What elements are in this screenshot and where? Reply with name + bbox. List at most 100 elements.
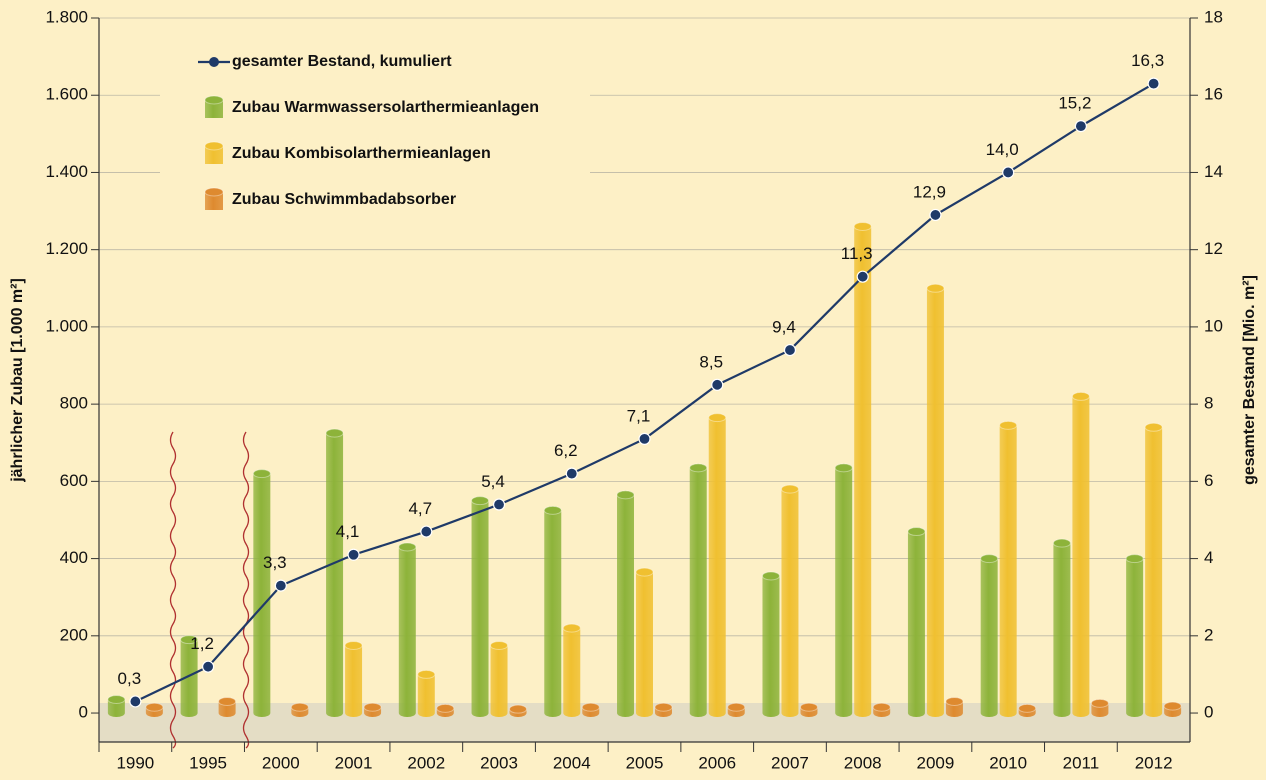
bar-top: [107, 695, 126, 705]
line-point: [1074, 120, 1088, 133]
bar: [1053, 539, 1071, 718]
y2-tick-label: 8: [1204, 394, 1213, 413]
y-tick-label: 1.000: [45, 316, 88, 335]
x-tick-label: 2007: [771, 753, 809, 772]
legend-swatch: [205, 100, 223, 118]
bar-top: [999, 420, 1018, 430]
legend-swatch: [205, 146, 223, 164]
bar: [926, 284, 944, 718]
bar-top: [417, 669, 436, 679]
bar: [636, 568, 653, 718]
bar: [563, 624, 581, 718]
y-tick-label: 0: [79, 703, 88, 722]
y2-tick-label: 16: [1204, 85, 1223, 104]
y2-tick-label: 12: [1204, 239, 1223, 258]
line-point: [420, 525, 433, 538]
bar: [689, 463, 707, 718]
y2-tick-label: 10: [1204, 316, 1223, 335]
line-point: [274, 579, 287, 592]
legend-marker: [209, 57, 219, 67]
bar: [471, 496, 489, 718]
bar-top: [689, 463, 708, 473]
bar-top: [252, 469, 271, 479]
legend-label: gesamter Bestand, kumuliert: [232, 53, 452, 70]
data-label: 16,3: [1131, 51, 1164, 70]
bar-top: [799, 702, 818, 712]
bar-top: [780, 484, 799, 494]
x-tick-label: 2004: [553, 753, 591, 772]
line-point: [783, 343, 797, 357]
legend-swatch-top: [204, 95, 224, 105]
y2-tick-label: 4: [1204, 548, 1213, 567]
line-point: [929, 208, 942, 222]
bar-top: [1125, 554, 1144, 564]
bar-top: [344, 640, 363, 650]
x-tick-label: 2009: [917, 753, 955, 772]
line-point: [711, 378, 724, 391]
x-tick-label: 2010: [989, 753, 1027, 772]
y-axis-label: jährlicher Zubau [1.000 m²]: [9, 278, 26, 483]
data-label: 5,4: [481, 472, 505, 491]
bar: [835, 463, 853, 718]
data-label: 12,9: [913, 182, 946, 201]
y-tick-label: 1.400: [45, 162, 88, 181]
bar-top: [1018, 703, 1037, 713]
y-tick-label: 1.600: [45, 85, 88, 104]
data-label: 7,1: [627, 406, 651, 425]
x-tick-label: 2002: [407, 753, 445, 772]
data-label: 9,4: [772, 318, 796, 337]
bar-top: [325, 428, 344, 438]
bar: [490, 641, 508, 718]
data-label: 8,5: [699, 352, 723, 371]
line-point: [492, 498, 506, 511]
bar-top: [853, 222, 872, 232]
legend-swatch-top: [204, 141, 224, 151]
line-point: [638, 432, 651, 445]
y2-tick-label: 18: [1204, 7, 1223, 26]
x-tick-label: 2011: [1063, 753, 1100, 772]
legend-label: Zubau Warmwassersolarthermieanlagen: [232, 99, 539, 116]
x-tick-label: 2003: [480, 753, 518, 772]
y2-tick-label: 0: [1204, 703, 1213, 722]
y-tick-label: 800: [60, 394, 88, 413]
legend-swatch-top: [204, 187, 224, 197]
line-point: [1002, 166, 1015, 179]
data-label: 15,2: [1058, 94, 1091, 113]
bar-top: [509, 704, 528, 714]
bar: [253, 469, 271, 718]
y-tick-label: 400: [60, 548, 88, 567]
data-label: 4,1: [336, 522, 360, 541]
bar-top: [290, 702, 309, 712]
x-tick-label: 1995: [189, 753, 227, 772]
bar-top: [945, 696, 964, 706]
data-label: 3,3: [263, 553, 287, 572]
bar: [617, 490, 634, 718]
bar-top: [907, 527, 926, 537]
legend-label: Zubau Kombisolarthermieanlagen: [232, 145, 491, 162]
bar-top: [1052, 538, 1071, 548]
bar: [345, 641, 363, 718]
bar: [398, 543, 416, 718]
bar-top: [872, 702, 891, 712]
y2-tick-label: 6: [1204, 471, 1213, 490]
bar: [854, 222, 872, 718]
line-point: [347, 548, 360, 561]
data-label: 14,0: [986, 140, 1019, 159]
line-point: [202, 660, 215, 673]
bar-top: [1144, 422, 1163, 432]
bar-top: [145, 702, 164, 712]
bar-top: [616, 490, 635, 500]
bar: [762, 571, 780, 718]
bar: [708, 413, 726, 718]
line-point: [565, 467, 578, 480]
bar: [1126, 554, 1144, 718]
legend-swatch: [205, 192, 223, 210]
bar: [417, 670, 435, 718]
bar-top: [490, 640, 509, 650]
x-tick-label: 2000: [262, 753, 300, 772]
data-label: 4,7: [408, 499, 432, 518]
bar-top: [761, 571, 780, 581]
line-point: [129, 695, 142, 708]
bar: [999, 421, 1017, 718]
y-tick-label: 1.200: [45, 239, 88, 258]
